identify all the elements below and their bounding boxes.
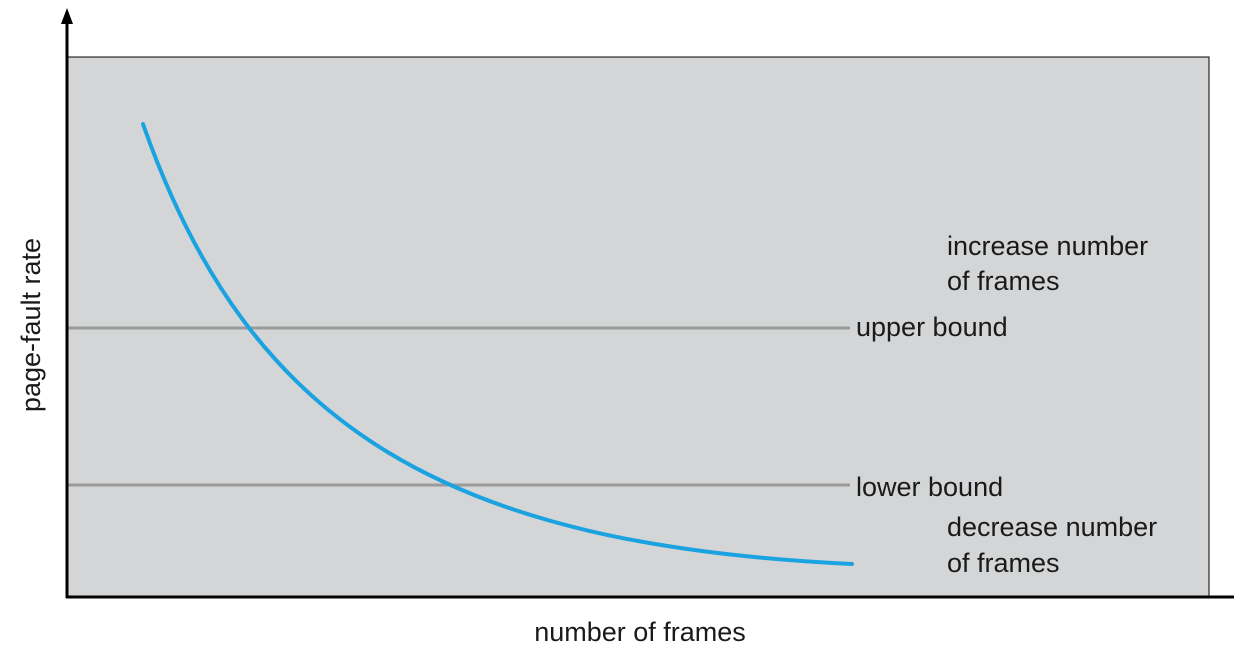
increase-frames-label-line2: of frames	[947, 266, 1060, 296]
x-axis-label: number of frames	[534, 617, 746, 645]
increase-frames-label-line1: increase number	[947, 231, 1148, 261]
decrease-frames-label-line2: of frames	[947, 548, 1060, 578]
page-fault-curve	[141, 122, 854, 566]
decrease-frames-label-line1: decrease number	[947, 512, 1157, 542]
upper-bound-label: upper bound	[856, 312, 1008, 342]
y-axis-arrow-icon	[61, 8, 73, 24]
lower-bound-label: lower bound	[856, 472, 1003, 502]
y-axis-label: page-fault rate	[16, 238, 46, 412]
